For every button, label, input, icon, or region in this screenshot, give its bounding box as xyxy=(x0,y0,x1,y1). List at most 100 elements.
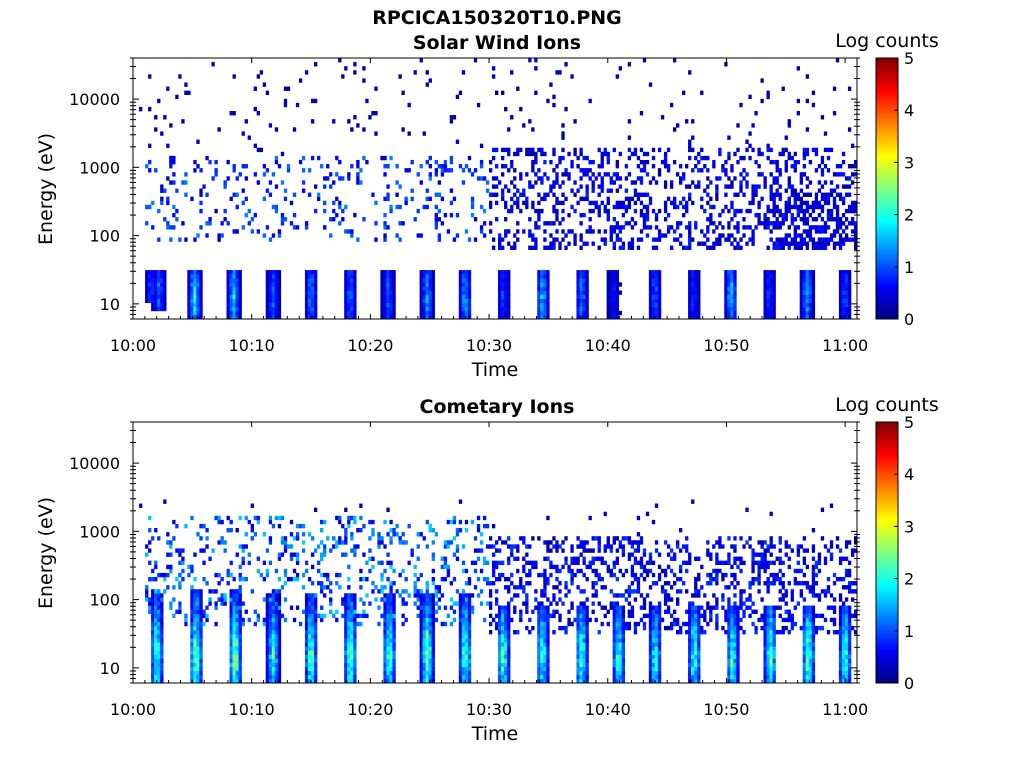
spectrogram-cell xyxy=(241,164,245,169)
spectrogram-cell xyxy=(609,270,613,275)
spectrogram-cell xyxy=(636,245,641,250)
spectrogram-cell xyxy=(344,270,348,275)
spectrogram-cell xyxy=(615,670,619,676)
spectrogram-cell xyxy=(307,638,312,643)
spectrogram-cell xyxy=(778,192,782,197)
colorbar-swatch xyxy=(876,159,898,163)
colorbar-swatch xyxy=(876,157,898,161)
spectrogram-cell xyxy=(347,621,351,627)
spectrogram-cell xyxy=(148,143,152,149)
spectrogram-cell xyxy=(621,654,626,659)
spectrogram-cell xyxy=(582,589,586,594)
spectrogram-cell xyxy=(654,638,659,643)
spectrogram-cell xyxy=(401,589,405,594)
spectrogram-cell xyxy=(470,200,475,206)
spectrogram-cell xyxy=(395,233,399,238)
spectrogram-cell xyxy=(808,192,813,197)
spectrogram-cell xyxy=(229,528,233,533)
spectrogram-cell xyxy=(654,662,659,667)
spectrogram-cell xyxy=(838,225,843,230)
spectrogram-cell xyxy=(817,204,822,210)
spectrogram-cell xyxy=(654,274,659,279)
spectrogram-cell xyxy=(464,593,469,598)
spectrogram-cell xyxy=(190,654,194,659)
spectrogram-cell xyxy=(715,196,719,202)
spectrogram-cell xyxy=(712,229,716,234)
spectrogram-cell xyxy=(238,585,242,590)
spectrogram-cell xyxy=(196,613,200,619)
spectrogram-cell xyxy=(380,270,384,275)
spectrogram-cell xyxy=(841,282,846,287)
spectrogram-cell xyxy=(139,106,143,112)
spectrogram-cell xyxy=(184,180,188,185)
spectrogram-cell xyxy=(654,314,659,320)
spectrogram-cell xyxy=(498,282,502,287)
spectrogram-cell xyxy=(844,225,849,230)
spectrogram-cell xyxy=(606,217,610,222)
spectrogram-cell xyxy=(175,188,179,193)
spectrogram-cell xyxy=(359,180,363,185)
spectrogram-cell xyxy=(268,237,273,242)
spectrogram-cell xyxy=(332,180,336,185)
spectrogram-cell xyxy=(685,119,689,124)
spectrogram-cell xyxy=(193,654,197,659)
spectrogram-cell xyxy=(712,159,716,165)
spectrogram-cell xyxy=(606,151,610,157)
spectrogram-cell xyxy=(555,164,559,169)
spectrogram-cell xyxy=(307,658,312,663)
spectrogram-cell xyxy=(636,515,641,521)
spectrogram-cell xyxy=(268,621,273,627)
spectrogram-cell xyxy=(811,290,816,295)
spectrogram-cell xyxy=(292,576,297,582)
spectrogram-cell xyxy=(769,192,773,197)
spectrogram-cell xyxy=(148,576,152,582)
spectrogram-cell xyxy=(446,540,451,545)
spectrogram-cell xyxy=(154,678,158,684)
spectrogram-cell xyxy=(507,585,511,590)
colorbar-swatch xyxy=(876,120,898,124)
spectrogram-cell xyxy=(310,662,315,667)
spectrogram-cell xyxy=(187,310,191,316)
spectrogram-cell xyxy=(633,147,638,153)
spectrogram-cell xyxy=(196,634,200,639)
spectrogram-cell xyxy=(826,212,831,218)
spectrogram-cell xyxy=(190,658,194,663)
spectrogram-cell xyxy=(648,621,653,627)
spectrogram-cell xyxy=(540,278,544,283)
spectrogram-cell xyxy=(525,572,529,578)
spectrogram-cell xyxy=(558,241,562,246)
spectrogram-cell xyxy=(187,274,191,279)
spectrogram-cell xyxy=(232,662,236,667)
spectrogram-cell xyxy=(196,625,200,631)
spectrogram-cell xyxy=(805,184,810,189)
spectrogram-cell xyxy=(392,617,396,623)
spectrogram-cell xyxy=(615,237,619,242)
spectrogram-cell xyxy=(657,233,662,238)
spectrogram-cell xyxy=(733,290,737,295)
spectrogram-cell xyxy=(817,212,822,218)
spectrogram-cell xyxy=(377,540,381,545)
spectrogram-cell xyxy=(154,646,158,651)
spectrogram-cell xyxy=(582,540,586,545)
spectrogram-cell xyxy=(151,601,155,606)
spectrogram-cell xyxy=(576,613,580,619)
spectrogram-cell xyxy=(802,217,807,222)
spectrogram-cell xyxy=(691,135,695,140)
spectrogram-cell xyxy=(582,548,586,553)
spectrogram-cell xyxy=(555,176,559,181)
spectrogram-cell xyxy=(709,217,713,222)
spectrogram-cell xyxy=(733,306,737,312)
spectrogram-cell xyxy=(274,274,279,279)
spectrogram-cell xyxy=(648,180,653,185)
spectrogram-cell xyxy=(335,617,339,623)
spectrogram-cell xyxy=(232,229,236,234)
spectrogram-cell xyxy=(832,200,837,206)
spectrogram-cell xyxy=(609,225,613,230)
spectrogram-cell xyxy=(464,658,469,663)
spectrogram-cell xyxy=(148,605,152,610)
spectrogram-cell xyxy=(265,625,270,631)
spectrogram-cell xyxy=(748,143,752,149)
spectrogram-cell xyxy=(347,519,351,525)
spectrogram-cell xyxy=(280,180,285,185)
spectrogram-cell xyxy=(187,286,191,291)
